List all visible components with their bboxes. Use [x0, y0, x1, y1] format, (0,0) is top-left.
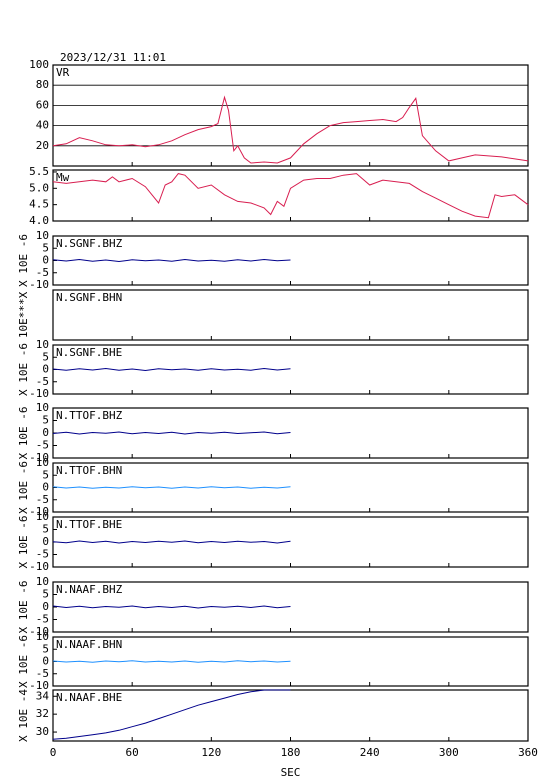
y-tick-label: 5.0	[29, 181, 49, 194]
y-tick-label: 80	[36, 78, 49, 91]
waveform	[52, 605, 291, 609]
panel-label: N.NAAF.BHN	[56, 638, 122, 651]
waveform	[52, 431, 291, 435]
panel-label: N.SGNF.BHZ	[56, 237, 123, 250]
panel-frame	[52, 289, 529, 341]
y-tick-label: -10	[29, 505, 49, 518]
y-tick-label: 10	[36, 575, 49, 588]
x-tick-label: 120	[201, 746, 221, 759]
panel-label: N.SGNF.BHE	[56, 346, 122, 359]
x-tick-label: 360	[518, 746, 538, 759]
waveform	[52, 95, 529, 164]
y-tick-label: 0	[42, 426, 49, 439]
y-axis-label: X 10E -4	[17, 689, 30, 742]
y-tick-label: 0	[42, 600, 49, 613]
y-tick-label: -10	[29, 278, 49, 291]
waveform	[52, 540, 291, 544]
y-axis-label: X 10E -6	[17, 461, 30, 514]
x-tick-label: 300	[439, 746, 459, 759]
y-tick-label: -5	[36, 266, 49, 279]
y-tick-label: -5	[36, 667, 49, 680]
y-tick-label: 20	[36, 139, 49, 152]
y-tick-label: -10	[29, 387, 49, 400]
panel-label: N.TTOF.BHN	[56, 464, 122, 477]
waveform	[52, 486, 291, 489]
panel-label: Mw	[56, 171, 70, 184]
y-tick-label: 5	[42, 468, 49, 481]
panel-frame	[52, 689, 529, 742]
y-tick-label: -5	[36, 493, 49, 506]
y-tick-label: 10	[36, 401, 49, 414]
y-tick-label: 4.5	[29, 198, 49, 211]
y-tick-label: 5	[42, 642, 49, 655]
x-tick-label: 180	[281, 746, 301, 759]
y-tick-label: 5	[42, 241, 49, 254]
y-tick-label: 40	[36, 119, 49, 132]
panel-label: VR	[56, 66, 70, 79]
y-tick-label: 32	[36, 707, 49, 720]
y-axis-label: X 10E -6	[17, 635, 30, 688]
y-tick-label: 5	[42, 350, 49, 363]
y-tick-label: 10	[36, 630, 49, 643]
y-axis-label: X 10E -6	[17, 581, 30, 634]
y-axis-label: X 10E -6	[17, 234, 30, 287]
y-axis-label: X 10E -6	[17, 407, 30, 460]
y-tick-label: -10	[29, 451, 49, 464]
waveform	[52, 660, 291, 663]
y-tick-label: 4.0	[29, 214, 49, 227]
y-tick-label: 5	[42, 588, 49, 601]
y-tick-label: -10	[29, 625, 49, 638]
y-tick-label: 10	[36, 338, 49, 351]
y-axis-label: X 10E -6	[17, 516, 30, 569]
y-tick-label: 0	[42, 655, 49, 668]
panel-frame	[52, 169, 529, 222]
y-tick-label: -10	[29, 560, 49, 573]
y-tick-label: 0	[42, 254, 49, 267]
y-tick-label: -5	[36, 613, 49, 626]
waveform	[52, 258, 291, 263]
y-tick-label: -5	[36, 548, 49, 561]
x-tick-label: 0	[50, 746, 57, 759]
y-tick-label: 0	[42, 363, 49, 376]
chart-title: 2023/12/31 11:01	[60, 51, 166, 64]
y-tick-label: -5	[36, 375, 49, 388]
panel-label: N.NAAF.BHE	[56, 691, 122, 704]
x-axis-label: SEC	[281, 766, 301, 779]
panel-label: N.TTOF.BHZ	[56, 409, 123, 422]
y-tick-label: 5	[42, 414, 49, 427]
y-tick-label: 10	[36, 510, 49, 523]
y-tick-label: 60	[36, 98, 49, 111]
waveform	[52, 173, 529, 219]
y-tick-label: 0	[42, 481, 49, 494]
panel-frame	[52, 64, 529, 167]
y-axis-label: 10E***X	[17, 291, 30, 338]
y-axis-label: X 10E -6	[17, 343, 30, 396]
y-tick-label: -10	[29, 679, 49, 692]
y-tick-label: 10	[36, 229, 49, 242]
y-tick-label: 5.5	[29, 165, 49, 178]
y-tick-label: 10	[36, 456, 49, 469]
y-tick-label: 0	[42, 535, 49, 548]
y-tick-label: 30	[36, 725, 49, 738]
waveform	[52, 367, 291, 372]
y-tick-label: 34	[36, 689, 50, 702]
waveform	[52, 689, 291, 740]
panel-label: N.TTOF.BHE	[56, 518, 122, 531]
y-tick-label: 5	[42, 523, 49, 536]
panel-label: N.SGNF.BHN	[56, 291, 122, 304]
y-tick-label: -5	[36, 439, 49, 452]
panel-label: N.NAAF.BHZ	[56, 583, 123, 596]
y-tick-label: 100	[29, 58, 49, 71]
x-tick-label: 240	[360, 746, 380, 759]
x-tick-label: 60	[126, 746, 139, 759]
